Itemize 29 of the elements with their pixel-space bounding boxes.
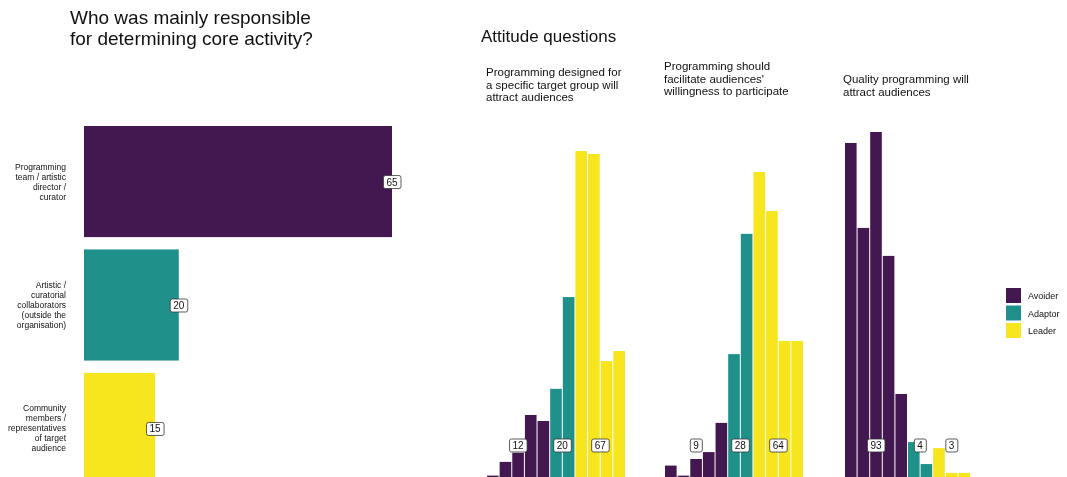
- y-tick-label: Artistic / curatorial collaborators (outside the organisation): [16, 280, 67, 330]
- label-tag: 3: [945, 438, 959, 453]
- chart-title: Programming should facilitate audiences' willingness to participate: [663, 60, 789, 97]
- y-tick-label: Programming team / artistic director / curator: [14, 161, 67, 202]
- label-tag: 28: [731, 438, 750, 453]
- chart-subtitle: Attitude questions: [481, 27, 617, 46]
- label-tag: 12: [509, 438, 528, 453]
- annotation: 4: [917, 440, 924, 451]
- label-tag: 9: [689, 438, 703, 453]
- y-tick-label: Community members / representatives of target audience: [7, 403, 67, 454]
- chart-title: Programming designed for a specific target group will attract audiences: [486, 66, 622, 103]
- label-tag: 4: [913, 438, 927, 453]
- chart-title: Who was mainly responsible for determining core activity?: [70, 7, 313, 49]
- label-tag: 20: [169, 298, 189, 313]
- legend-label: Adaptor: [1028, 308, 1060, 319]
- label-tag: 15: [146, 422, 165, 436]
- legend-label: Avoider: [1028, 291, 1059, 301]
- label-tag: 20: [553, 438, 572, 453]
- label-tag: 64: [769, 438, 788, 453]
- chart-title: Quality programming will attract audiences: [843, 73, 969, 98]
- label-tag: 93: [867, 438, 886, 453]
- data-label: 65: [386, 176, 398, 188]
- label-tag: 65: [383, 175, 402, 189]
- annotation: 3: [948, 440, 955, 451]
- annotation: 9: [693, 440, 700, 451]
- data-label: 20: [173, 300, 185, 311]
- annotation: 93: [870, 440, 882, 451]
- legend-label: Leader: [1028, 326, 1057, 336]
- label-tag: 67: [591, 438, 610, 453]
